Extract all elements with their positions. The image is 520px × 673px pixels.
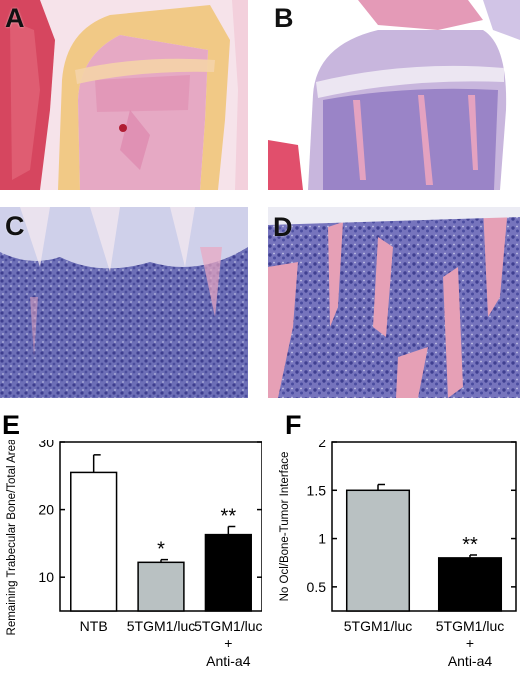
category-label: 5TGM1/luc: [194, 618, 262, 634]
panel-c-letter: C: [5, 211, 25, 241]
panel-d-micrograph: D: [268, 207, 520, 398]
bar: [204, 533, 252, 612]
category-label: 5TGM1/luc: [344, 618, 412, 634]
y-tick-label: 10: [38, 569, 54, 585]
panel-c-micrograph: C: [0, 207, 248, 398]
category-label-plus: +: [224, 635, 232, 651]
panel-d-image: [268, 207, 520, 398]
y-axis-label: No Ocl/Bone-Tumor Interface: [279, 452, 291, 602]
category-label: NTB: [80, 618, 108, 634]
y-tick-label: 20: [38, 502, 54, 518]
panel-a-letter: A: [5, 3, 25, 33]
panel-f-letter: F: [285, 410, 302, 440]
panel-a-image: [0, 0, 248, 190]
significance-label: **: [462, 534, 478, 556]
category-label-plus: +: [466, 635, 474, 651]
plot-frame: [331, 441, 517, 612]
bar: [437, 557, 503, 612]
chart-f: 0.5 1 1.5 2 No Ocl/Bone-Tumor Interface 5TGM1…: [279, 440, 517, 669]
panel-c-image: [0, 207, 248, 398]
y-tick-label: 1: [318, 531, 326, 547]
y-axis-label: Remaining Trabecular Bone/Total Area (%): [6, 440, 18, 635]
category-label-treatment: Anti-a4: [448, 653, 493, 669]
panel-b-letter: B: [274, 3, 294, 33]
significance-label: **: [221, 506, 237, 528]
y-tick-label: 30: [38, 440, 54, 450]
bar: [70, 471, 118, 612]
panel-e-letter: E: [2, 410, 21, 440]
y-tick-label: 1.5: [307, 482, 327, 498]
category-label: 5TGM1/luc: [127, 618, 195, 634]
y-tick-label: 2: [318, 440, 326, 450]
panel-b-image: [268, 0, 520, 190]
panel-a-micrograph: A: [0, 0, 248, 190]
panel-d-letter: D: [273, 212, 293, 242]
y-tick-label: 0.5: [307, 579, 327, 595]
significance-label: *: [157, 539, 165, 561]
category-label-treatment: Anti-a4: [206, 653, 251, 669]
bar: [345, 489, 411, 612]
chart-e: 10 20 30 Remaining Trabecular Bone/Total Ar…: [6, 440, 262, 669]
category-label: 5TGM1/luc: [436, 618, 504, 634]
panel-b-micrograph: B: [268, 0, 520, 190]
bar: [137, 561, 185, 612]
